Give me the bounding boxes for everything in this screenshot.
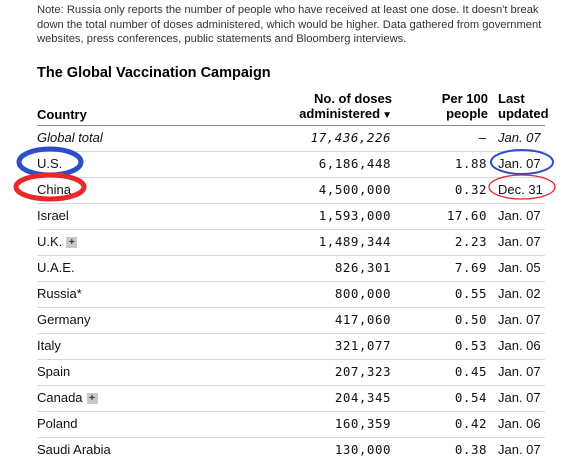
cell-doses: 160,359 xyxy=(334,416,391,431)
cell-doses: 6,186,448 xyxy=(318,156,391,171)
cell-country: Global total xyxy=(37,130,103,146)
table-row[interactable]: U.S. 6,186,448 1.88 Jan. 07 xyxy=(37,152,545,178)
country-name: Spain xyxy=(37,364,71,379)
country-name: U.S. xyxy=(37,156,63,171)
cell-per100: 0.32 xyxy=(454,182,487,197)
cell-last-updated: Jan. 06 xyxy=(498,338,541,353)
table-row[interactable]: Global total 17,436,226 – Jan. 07 xyxy=(37,126,545,152)
cell-doses: 17,436,226 xyxy=(310,130,391,145)
cell-last-updated: Jan. 06 xyxy=(498,416,541,431)
column-header-country[interactable]: Country xyxy=(37,107,87,122)
column-header-doses-line1: No. of doses xyxy=(313,91,392,106)
table-row[interactable]: Israel 1,593,000 17.60 Jan. 07 xyxy=(37,204,545,230)
country-name: U.A.E. xyxy=(37,260,75,275)
header-divider xyxy=(37,125,545,126)
table-row[interactable]: Germany 417,060 0.50 Jan. 07 xyxy=(37,308,545,334)
country-name: Russia* xyxy=(37,286,82,301)
source-note: Note: Russia only reports the number of … xyxy=(37,4,542,45)
table-row[interactable]: Italy 321,077 0.53 Jan. 06 xyxy=(37,334,545,360)
cell-per100: 0.45 xyxy=(454,364,487,379)
column-header-doses[interactable]: No. of doses administered ▼ xyxy=(299,91,392,123)
cell-per100: 0.42 xyxy=(454,416,487,431)
cell-last-updated: Jan. 07 xyxy=(498,130,541,145)
column-header-per100[interactable]: Per 100 people xyxy=(442,91,488,121)
cell-doses: 800,000 xyxy=(334,286,391,301)
cell-per100: 0.54 xyxy=(454,390,487,405)
country-name: Canada xyxy=(37,390,83,405)
cell-per100: 0.55 xyxy=(454,286,487,301)
column-header-last-line1: Last xyxy=(498,91,525,106)
cell-per100: 7.69 xyxy=(454,260,487,275)
cell-per100: 1.88 xyxy=(454,156,487,171)
country-name: Saudi Arabia xyxy=(37,442,111,457)
country-name: China xyxy=(37,182,71,197)
country-name: Israel xyxy=(37,208,69,223)
cell-country: Saudi Arabia xyxy=(37,442,111,458)
table-row[interactable]: Canada +204,345 0.54 Jan. 07 xyxy=(37,386,545,412)
cell-last-updated: Dec. 31 xyxy=(498,182,543,197)
cell-doses: 321,077 xyxy=(334,338,391,353)
cell-country: Russia* xyxy=(37,286,82,302)
cell-country: Italy xyxy=(37,338,61,354)
table-row[interactable]: U.A.E. 826,301 7.69 Jan. 05 xyxy=(37,256,545,282)
table-row[interactable]: China 4,500,000 0.32 Dec. 31 xyxy=(37,178,545,204)
table-row[interactable]: Poland 160,359 0.42 Jan. 06 xyxy=(37,412,545,438)
cell-country: Canada + xyxy=(37,390,98,406)
cell-last-updated: Jan. 07 xyxy=(498,390,541,405)
country-name: Germany xyxy=(37,312,91,327)
cell-per100: 0.38 xyxy=(454,442,487,457)
cell-country: U.K. + xyxy=(37,234,78,250)
cell-country: Poland xyxy=(37,416,77,432)
cell-last-updated: Jan. 05 xyxy=(498,260,541,275)
expand-plus-icon[interactable]: + xyxy=(66,237,78,248)
cell-last-updated: Jan. 07 xyxy=(498,312,541,327)
cell-doses: 130,000 xyxy=(334,442,391,457)
cell-doses: 204,345 xyxy=(334,390,391,405)
table-row[interactable]: U.K. +1,489,344 2.23 Jan. 07 xyxy=(37,230,545,256)
cell-last-updated: Jan. 02 xyxy=(498,286,541,301)
column-header-last-updated[interactable]: Last updated xyxy=(498,91,549,121)
cell-per100: 2.23 xyxy=(454,234,487,249)
table-row[interactable]: Spain 207,323 0.45 Jan. 07 xyxy=(37,360,545,386)
cell-doses: 826,301 xyxy=(334,260,391,275)
cell-doses: 4,500,000 xyxy=(318,182,391,197)
cell-last-updated: Jan. 07 xyxy=(498,208,541,223)
expand-plus-icon[interactable]: + xyxy=(86,393,98,404)
cell-doses: 417,060 xyxy=(334,312,391,327)
cell-doses: 1,593,000 xyxy=(318,208,391,223)
country-name: Global total xyxy=(37,130,103,145)
table-row[interactable]: Russia* 800,000 0.55 Jan. 02 xyxy=(37,282,545,308)
cell-country: China xyxy=(37,182,71,198)
sort-desc-icon: ▼ xyxy=(382,110,392,121)
cell-doses: 1,489,344 xyxy=(318,234,391,249)
column-header-per100-line2: people xyxy=(446,106,488,121)
cell-per100: 0.50 xyxy=(454,312,487,327)
column-header-last-line2: updated xyxy=(498,106,549,121)
cell-last-updated: Jan. 07 xyxy=(498,156,541,171)
table-row[interactable]: Saudi Arabia 130,000 0.38 Jan. 07 xyxy=(37,438,545,463)
cell-country: Spain xyxy=(37,364,70,380)
cell-per100: 0.53 xyxy=(454,338,487,353)
vaccination-table: Global total 17,436,226– Jan. 07 U.S. 6,186,… xyxy=(37,126,545,463)
column-header-doses-line2: administered xyxy=(299,106,381,121)
country-name: U.K. xyxy=(37,234,63,249)
cell-last-updated: Jan. 07 xyxy=(498,364,541,379)
country-name: Italy xyxy=(37,338,61,353)
cell-last-updated: Jan. 07 xyxy=(498,442,541,457)
cell-per100: – xyxy=(478,130,487,145)
cell-per100: 17.60 xyxy=(446,208,487,223)
cell-country: Israel xyxy=(37,208,69,224)
country-name: Poland xyxy=(37,416,78,431)
column-header-per100-line1: Per 100 xyxy=(441,91,488,106)
cell-doses: 207,323 xyxy=(334,364,391,379)
cell-country: U.S. xyxy=(37,156,62,172)
cell-country: U.A.E. xyxy=(37,260,75,276)
cell-country: Germany xyxy=(37,312,90,328)
table-title: The Global Vaccination Campaign xyxy=(37,65,271,81)
cell-last-updated: Jan. 07 xyxy=(498,234,541,249)
